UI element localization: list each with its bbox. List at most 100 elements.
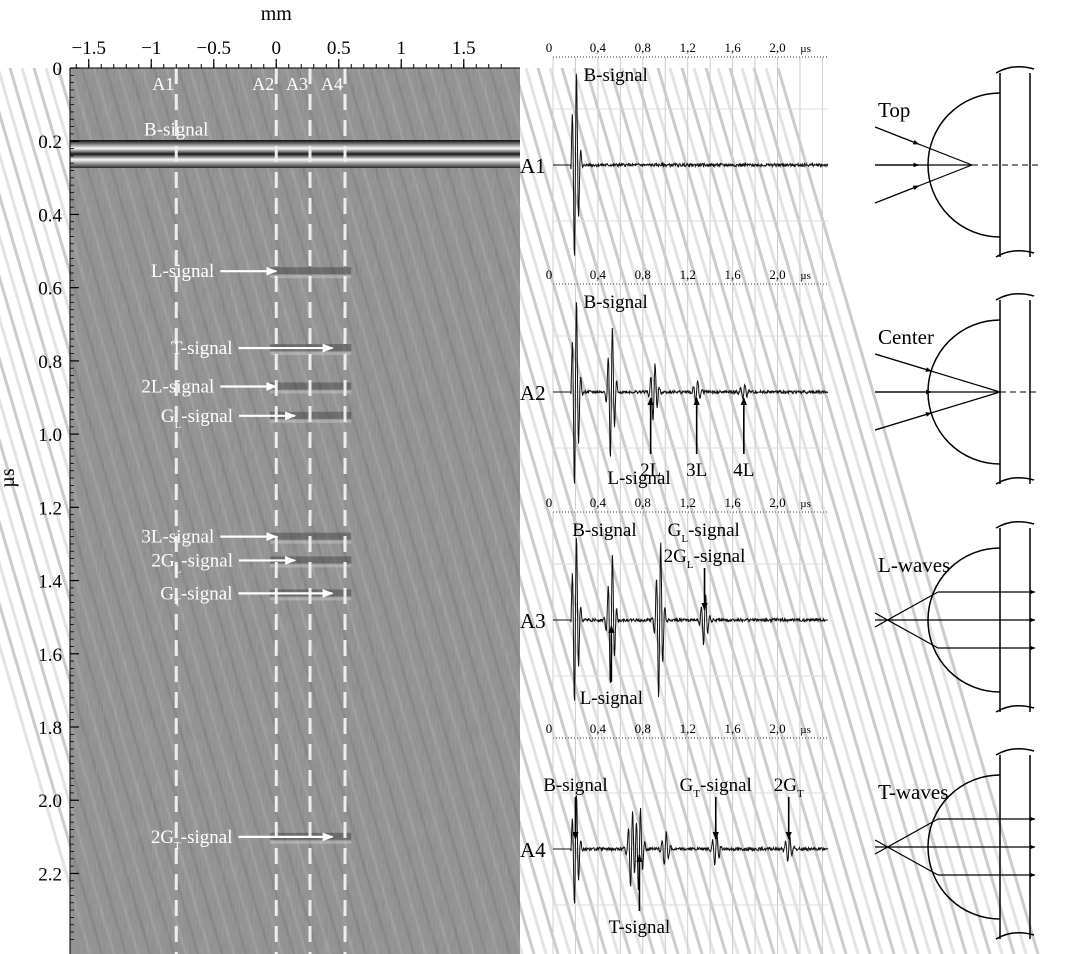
plate-breaks: [995, 293, 1035, 485]
a-scan-arrow-label: 2GL-signal: [664, 546, 746, 571]
x-tick-label: 0: [272, 38, 282, 59]
y-tick-label: 1.8: [38, 718, 62, 739]
x-tick-label: 1: [397, 38, 407, 59]
a-scan-annotation: B-signal: [583, 292, 647, 313]
wave-diagram-title: Top: [878, 98, 910, 122]
a-scan-tick-label: 1,2: [680, 40, 696, 55]
a-scan-unit: µs: [800, 498, 811, 510]
a-scan-tick-label: 0: [546, 495, 553, 510]
y-tick-label: 1.2: [38, 498, 62, 519]
annotation-label: L-signal: [151, 261, 214, 282]
a-scan-tick-label: 0,4: [590, 495, 607, 510]
y-tick-label: 1.6: [38, 645, 62, 666]
a-scan-tick-label: 0,4: [590, 721, 607, 736]
texture-streak: [680, 67, 944, 954]
texture-streak: [596, 67, 860, 954]
a-scan-tick-label: 1,6: [724, 721, 741, 736]
y-tick-label: 2.0: [38, 791, 62, 812]
a-scan-unit: µs: [800, 724, 811, 736]
annotation-label: 2GT-signal: [151, 827, 233, 852]
texture-streak: [572, 67, 836, 954]
wave-diagram-center: Center: [874, 293, 1040, 485]
y-tick-label: 0.6: [38, 279, 62, 300]
a-scan-tick-label: 0,8: [635, 267, 651, 282]
plate-breaks: [995, 66, 1035, 258]
a-scan-arrow-label: T-signal: [609, 917, 671, 938]
scan-line-label: A2: [252, 74, 274, 94]
wave-diagram-title: Center: [878, 325, 934, 349]
scan-line-label: A3: [286, 74, 308, 94]
texture-streak: [740, 67, 1004, 954]
a-scan-unit: µs: [800, 43, 811, 55]
ray-arrow: [874, 185, 920, 204]
a-scan-label: A2: [520, 381, 546, 405]
a-scan-label: A1: [520, 154, 546, 178]
b-signal-label: B-signal: [144, 120, 208, 141]
a-scan-waveform: [553, 302, 829, 484]
ray-arrow: [874, 126, 920, 145]
ray-incident: [874, 591, 939, 628]
x-tick-label: −0.5: [197, 38, 231, 59]
texture-streak: [692, 67, 956, 954]
y-tick-label: 0.2: [38, 132, 62, 153]
wave-path-diagrams: Top Center L-waves T-waves: [874, 66, 1040, 940]
a-scan-arrow-label: L-signal: [580, 688, 643, 709]
a-scan-annotation: B-signal: [572, 520, 636, 541]
a-scan-tick-label: 0: [546, 267, 553, 282]
texture-streak: [644, 67, 908, 954]
a-scan-waveform: [553, 795, 829, 904]
a-scan-arrow-label: 2GT: [774, 775, 804, 800]
scan-line-label: A1: [152, 74, 174, 94]
y-tick-label: 1.0: [38, 425, 62, 446]
a-scan-waveform: [553, 537, 828, 701]
texture-streak: [0, 601, 104, 954]
a-scan-tick-label: 1,2: [680, 495, 696, 510]
a-scan-tick-label: 2,0: [769, 495, 785, 510]
ray-incident: [874, 818, 939, 855]
y-tick-label: 0: [53, 59, 63, 80]
a-scan-a3: 0 0,4 0,8 1,2 1,6 2,0 µs A3 B-signal GL-signal2GL…: [520, 495, 828, 737]
b-signal-band: [70, 140, 520, 169]
wave-diagram-l-waves: L-waves: [874, 521, 1036, 713]
scan-line-label: A4: [321, 74, 343, 94]
texture-streak: [668, 67, 932, 954]
texture-streak: [476, 67, 740, 954]
a-scan-annotation: GL-signal: [668, 520, 740, 545]
echo-band-light: [270, 839, 352, 844]
texture-streak: [632, 67, 896, 954]
texture-streak: [620, 67, 884, 954]
echo-band: [270, 556, 352, 565]
echo-band: [270, 267, 352, 276]
y-unit-label: µs: [0, 468, 19, 488]
annotation-label: GL-signal: [161, 406, 233, 431]
a-scan-tick-label: 2,0: [769, 40, 785, 55]
y-tick-label: 1.4: [38, 572, 62, 593]
a-scan-annotation: B-signal: [583, 65, 647, 86]
wave-diagram-title: L-waves: [878, 553, 950, 577]
a-scan-tick-label: 0: [546, 721, 553, 736]
a-scan-tick-label: 1,2: [680, 721, 696, 736]
wave-diagram-t-waves: T-waves: [874, 748, 1036, 940]
b-scan-panel: A1 A2 A3 A4 −1.5 −1 −0.5 0 0.5 1 1.5 0 0.2 0.4 0.6 0.8 1…: [0, 3, 1040, 954]
a-scan-label: A3: [520, 609, 546, 633]
plate-breaks: [995, 748, 1035, 940]
x-unit-label: mm: [261, 3, 293, 25]
annotation-label: T-signal: [171, 338, 233, 359]
a-scan-label: A4: [520, 838, 546, 862]
texture-streak: [0, 641, 92, 954]
a-scan-arrow-label: 2L: [640, 460, 661, 481]
b-scan-grain: [70, 68, 520, 954]
texture-streak: [488, 67, 752, 954]
texture-streak: [752, 67, 1016, 954]
texture-streak: [728, 67, 992, 954]
a-scan-arrow-label: 4L: [733, 460, 754, 481]
y-tick-label: 0.4: [38, 205, 62, 226]
texture-streak: [548, 67, 812, 954]
ray-incident: [874, 612, 939, 649]
texture-streak: [776, 67, 1040, 954]
a-scan-tick-label: 2,0: [769, 267, 785, 282]
texture-streak: [560, 67, 824, 954]
